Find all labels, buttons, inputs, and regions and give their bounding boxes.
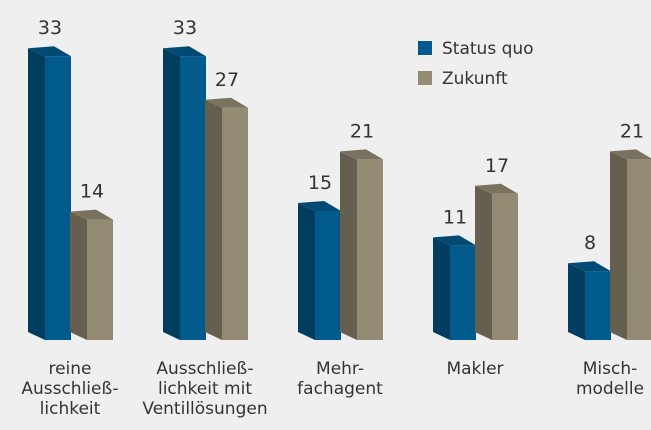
value-label: 21 bbox=[350, 120, 374, 142]
bar-side bbox=[568, 263, 585, 340]
value-label: 33 bbox=[38, 17, 62, 39]
x-tick-label: Misch-modelle bbox=[576, 359, 644, 399]
bar-top bbox=[163, 46, 206, 57]
bar bbox=[627, 159, 651, 340]
bar-side bbox=[298, 203, 315, 340]
bar bbox=[315, 211, 341, 340]
bar bbox=[357, 159, 383, 340]
x-tick-label-line: lichkeit bbox=[40, 399, 101, 419]
x-tick-label-line: modelle bbox=[576, 379, 644, 399]
bar-top bbox=[433, 235, 476, 246]
x-tick-label: Makler bbox=[446, 359, 503, 379]
bar-side bbox=[610, 151, 627, 340]
bar bbox=[87, 219, 113, 340]
value-label: 17 bbox=[485, 155, 509, 177]
bar-top bbox=[568, 261, 611, 272]
x-tick-label-line: Misch- bbox=[583, 359, 638, 379]
x-tick-label-line: fachagent bbox=[297, 379, 383, 399]
value-label: 27 bbox=[215, 69, 239, 91]
value-label: 15 bbox=[308, 172, 332, 194]
bar bbox=[222, 107, 248, 340]
value-label: 11 bbox=[443, 206, 467, 228]
bar-top bbox=[610, 149, 651, 160]
legend-swatch bbox=[418, 41, 432, 55]
x-tick-label: Ausschließ-lichkeit mit Ventillösungen bbox=[142, 359, 267, 419]
bar-side bbox=[28, 48, 45, 340]
bar-side bbox=[475, 185, 492, 340]
x-tick-label-line: Ausschließ- bbox=[21, 379, 118, 399]
bar bbox=[585, 271, 611, 340]
value-label: 21 bbox=[620, 120, 644, 142]
bar-side bbox=[163, 48, 180, 340]
bar-side bbox=[433, 237, 450, 340]
x-tick-label: Mehr-fachagent bbox=[297, 359, 383, 399]
bar bbox=[492, 193, 518, 340]
bar-top bbox=[475, 183, 518, 194]
bar bbox=[450, 245, 476, 340]
bar-top bbox=[340, 149, 383, 160]
value-label: 33 bbox=[173, 17, 197, 39]
bar-top bbox=[70, 209, 113, 220]
x-tick-label-line: reine bbox=[48, 359, 91, 379]
bar-top bbox=[205, 97, 248, 108]
bar-top bbox=[298, 201, 341, 211]
bar-top bbox=[28, 46, 71, 57]
legend-label: Status quo bbox=[442, 39, 534, 59]
x-tick-label-line: Mehr- bbox=[316, 359, 364, 379]
bar-side bbox=[340, 151, 357, 340]
value-label: 14 bbox=[80, 181, 104, 203]
x-tick-label-line: Ventillösungen bbox=[142, 399, 267, 419]
legend-label: Zukunft bbox=[442, 69, 508, 89]
x-tick-label-line: lichkeit mit bbox=[158, 379, 252, 399]
legend-swatch bbox=[418, 71, 432, 85]
x-tick-label: reine Ausschließ-lichkeit bbox=[21, 359, 118, 419]
value-label: 8 bbox=[584, 232, 596, 254]
x-tick-label-line: Ausschließ- bbox=[156, 359, 253, 379]
bar bbox=[180, 56, 206, 340]
x-tick-label-line: Makler bbox=[446, 359, 503, 379]
bar-side bbox=[70, 211, 87, 340]
bar bbox=[45, 56, 71, 340]
bar-side bbox=[205, 99, 222, 340]
